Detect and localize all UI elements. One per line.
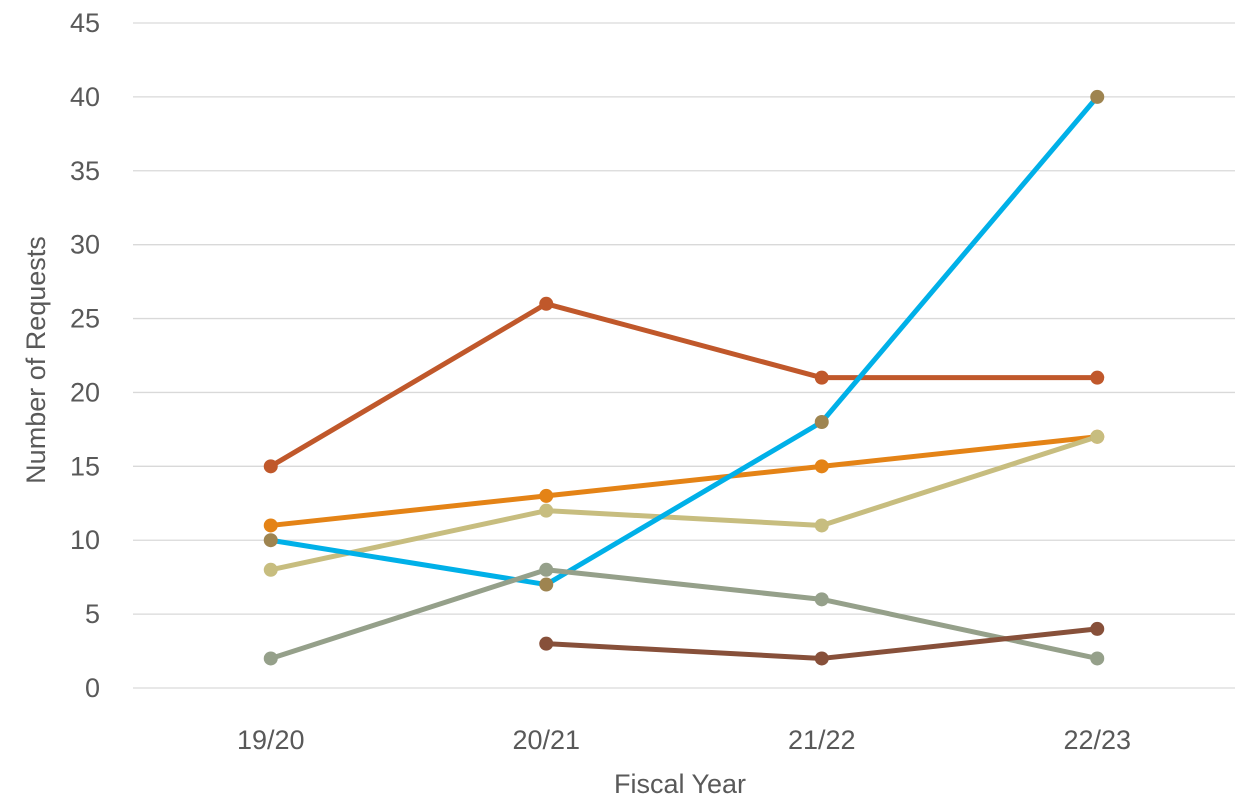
y-tick-label: 45 — [70, 8, 100, 38]
series-2-point — [539, 488, 554, 503]
series-3-point — [1090, 429, 1105, 444]
x-tick-label: 22/23 — [1063, 725, 1131, 755]
y-tick-label: 15 — [70, 451, 100, 481]
series-1-point — [263, 459, 278, 474]
x-axis-ticks: 19/20 20/21 21/22 22/23 — [237, 725, 1131, 755]
series-1-point — [539, 296, 554, 311]
series-5-point — [814, 592, 829, 607]
x-axis-title: Fiscal Year — [614, 769, 746, 799]
series-5-line — [268, 567, 1100, 661]
y-axis-title: Number of Requests — [21, 236, 51, 484]
series-4-point — [263, 533, 278, 548]
y-tick-label: 20 — [70, 377, 100, 407]
x-tick-label: 21/22 — [788, 725, 856, 755]
series-1-point — [1090, 370, 1105, 385]
series-5-point — [539, 562, 554, 577]
y-tick-label: 5 — [85, 599, 100, 629]
series-3-point — [263, 562, 278, 577]
series-3-point — [539, 503, 554, 518]
y-tick-label: 30 — [70, 230, 100, 260]
series-2-line — [268, 434, 1100, 528]
x-tick-label: 20/21 — [512, 725, 580, 755]
y-tick-label: 10 — [70, 525, 100, 555]
series-6-point — [814, 651, 829, 666]
series-4-line — [268, 94, 1100, 588]
series-2-point — [263, 518, 278, 533]
series-6-point — [539, 636, 554, 651]
series-1-line — [268, 301, 1100, 469]
series-4-point — [1090, 89, 1105, 104]
series-group — [263, 89, 1105, 666]
series-5-point — [263, 651, 278, 666]
gridlines — [133, 22, 1235, 689]
y-axis-ticks: 0 5 10 15 20 25 30 35 40 45 — [70, 8, 100, 703]
series-3-line — [268, 434, 1100, 573]
series-1-point — [814, 370, 829, 385]
series-4-point — [539, 577, 554, 592]
series-3-point — [814, 518, 829, 533]
series-2-point — [814, 459, 829, 474]
y-tick-label: 0 — [85, 673, 100, 703]
series-5-point — [1090, 651, 1105, 666]
y-tick-label: 40 — [70, 82, 100, 112]
y-tick-label: 25 — [70, 304, 100, 334]
series-4-point — [814, 415, 829, 429]
y-tick-label: 35 — [70, 156, 100, 186]
series-6-point — [1090, 621, 1105, 636]
x-tick-label: 19/20 — [237, 725, 305, 755]
